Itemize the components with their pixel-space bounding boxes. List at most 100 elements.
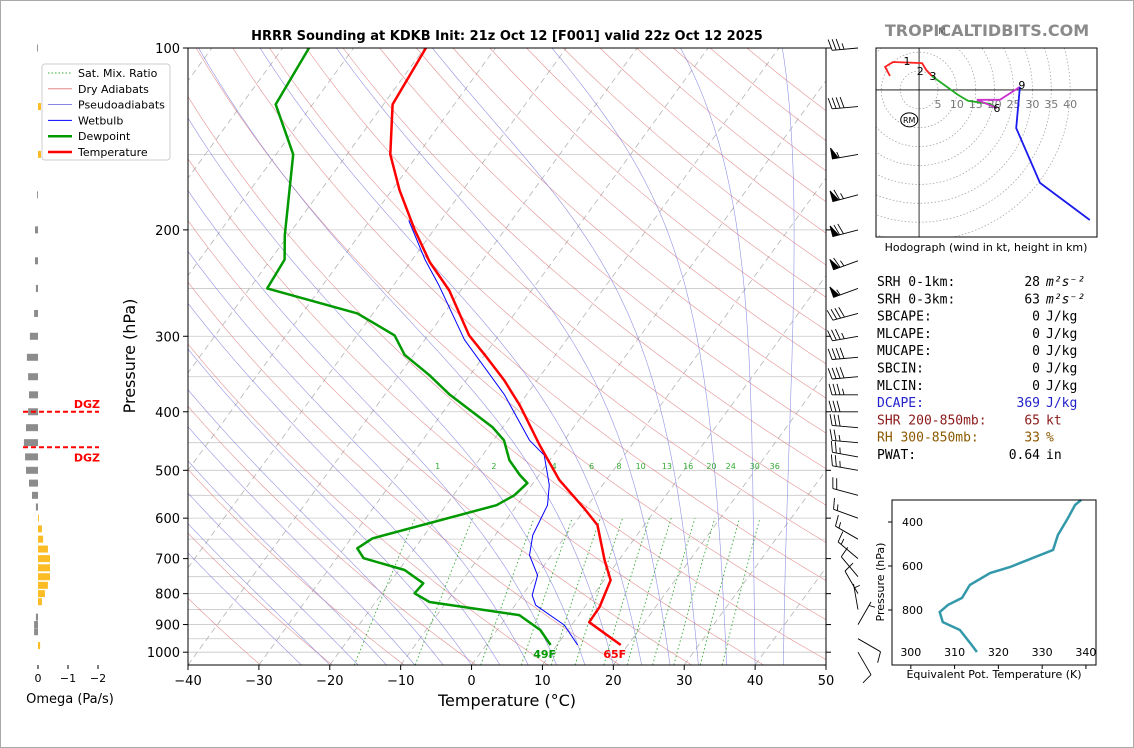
ring-label: 35 <box>1044 98 1058 111</box>
stat-label: RH 300-850mb: <box>877 431 979 446</box>
omega-bar <box>38 581 48 589</box>
thetae-y-label: Pressure (hPa) <box>874 543 887 622</box>
stat-label: SBCIN: <box>877 362 924 377</box>
wind-barb <box>857 651 872 684</box>
y-tick-label: 500 <box>155 464 180 479</box>
wind-barb <box>837 531 859 559</box>
mixing-ratio-label: 30 <box>750 462 760 471</box>
omega-bar <box>38 535 44 543</box>
omega-bar <box>25 453 38 461</box>
omega-bar <box>38 150 41 158</box>
stat-label: MUCAPE: <box>877 344 932 359</box>
wind-barb <box>829 286 859 298</box>
y-tick-label: 700 <box>155 553 180 568</box>
ring-label: 10 <box>950 98 964 111</box>
omega-x-label: Omega (Pa/s) <box>26 692 114 707</box>
stat-value: 369 <box>1017 396 1040 411</box>
pseudoadiabat <box>188 426 416 665</box>
dry-adiabat <box>188 281 621 665</box>
omega-bar <box>38 555 50 563</box>
legend-label: Wetbulb <box>78 114 123 127</box>
stat-value: 28 <box>1024 275 1040 290</box>
x-axis-label: Temperature (°C) <box>437 691 576 710</box>
hodograph-trace <box>883 61 933 77</box>
stat-unit: J/kg <box>1046 344 1077 359</box>
dry-adiabat <box>269 48 826 543</box>
mixing-ratio-label: 36 <box>770 462 780 471</box>
omega-bar <box>26 424 38 432</box>
mixing-ratio-label: 13 <box>662 462 672 471</box>
dry-adiabat <box>342 48 826 470</box>
pseudoadiabat <box>198 48 614 665</box>
omega-bar <box>38 545 48 553</box>
dry-adiabat <box>188 405 477 665</box>
mixing-ratio-line <box>603 518 650 665</box>
stat-value: 0 <box>1032 362 1040 377</box>
stat-label: SBCAPE: <box>877 310 932 325</box>
stat-unit: % <box>1046 431 1054 446</box>
mixing-ratio-label: 24 <box>726 462 736 471</box>
x-tick-label: 340 <box>1075 646 1096 659</box>
omega-bar <box>38 590 45 598</box>
omega-bar <box>26 353 38 361</box>
y-tick-label: 400 <box>902 516 923 529</box>
stat-value: 0 <box>1032 310 1040 325</box>
chart-title: HRRR Sounding at KDKB Init: 21z Oct 12 [… <box>251 29 763 44</box>
isotherm <box>329 48 780 665</box>
omega-bar <box>35 226 38 234</box>
y-tick-label: 200 <box>155 224 180 239</box>
y-tick-label: 100 <box>155 42 180 57</box>
mean-wind-label: M <box>938 27 946 37</box>
mixing-ratio-line <box>520 518 573 665</box>
y-tick-label: 600 <box>155 512 180 527</box>
hodograph-plot: 510152025303540512369RM <box>876 48 1097 237</box>
pseudoadiabat <box>188 117 586 665</box>
watermark: TROPICALTIDBITS.COM <box>885 21 1089 40</box>
x-tick-label: 30 <box>676 674 693 689</box>
pseudoadiabat <box>188 302 501 665</box>
legend-label: Sat. Mix. Ratio <box>78 67 158 80</box>
y-tick-label: 1000 <box>147 646 180 661</box>
y-tick-label: 400 <box>155 406 180 421</box>
dry-adiabat <box>232 48 826 581</box>
x-tick-label: 50 <box>818 674 835 689</box>
mixing-ratio-line <box>353 518 416 665</box>
omega-bar <box>37 44 38 52</box>
isotherm <box>188 48 425 374</box>
mixing-ratio-label: 20 <box>706 462 716 471</box>
x-tick-label: 0 <box>35 672 42 685</box>
isotherm <box>400 80 826 665</box>
y-axis-label: Pressure (hPa) <box>120 299 139 414</box>
stat-label: SHR 200-850mb: <box>877 413 987 428</box>
background-lines <box>188 48 826 665</box>
x-tick-label: 0 <box>467 674 475 689</box>
mixing-ratio-line <box>721 518 761 665</box>
plot-frame <box>187 47 827 666</box>
x-tick-label: −10 <box>387 674 414 689</box>
dgz-label: DGZ <box>74 451 100 464</box>
pseudoadiabat <box>188 389 444 665</box>
x-tick-label: 20 <box>605 674 622 689</box>
stat-label: MLCAPE: <box>877 327 932 342</box>
x-tick-label: 300 <box>900 646 921 659</box>
stat-value: 65 <box>1024 413 1040 428</box>
stats-table: SRH 0-1km: 28 m²s⁻² SRH 0-3km: 63 m²s⁻² SBCAPE… <box>877 275 1085 463</box>
profile-line <box>265 48 552 646</box>
pseudoadiabat <box>336 48 671 665</box>
stat-label: DCAPE: <box>877 396 924 411</box>
isotherm <box>188 48 567 569</box>
x-tick-label: −1 <box>60 672 76 685</box>
dgz-label: DGZ <box>74 398 100 411</box>
stat-unit: J/kg <box>1046 379 1077 394</box>
wind-barb <box>827 347 859 360</box>
stat-unit: J/kg <box>1046 310 1077 325</box>
wind-barb <box>826 306 859 321</box>
stat-unit: J/kg <box>1046 362 1077 377</box>
isotherm <box>188 48 496 471</box>
wind-barb <box>829 429 859 444</box>
pseudoadiabat <box>188 250 529 665</box>
omega-bar <box>34 628 38 636</box>
wind-barb <box>844 562 859 594</box>
stat-label: PWAT: <box>877 448 916 463</box>
